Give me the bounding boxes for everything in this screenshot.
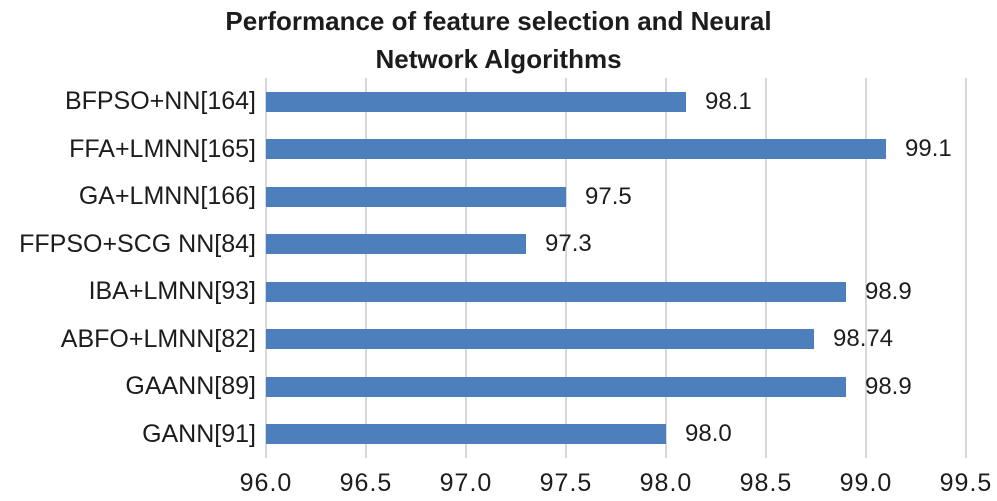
x-axis-tick-labels: 96.0 96.5 97.0 97.5 98.0 98.5 99.0 99.5 [240,469,992,499]
gridline-97.5 [565,78,567,458]
category-label-gann: GANN[91] [142,419,256,448]
y-axis-category-labels: BFPSO+NN[164] FFA+LMNN[165] GA+LMNN[166]… [0,78,256,458]
x-tick-97.5: 97.5 [539,469,593,497]
bar-rows: 98.1 99.1 97.5 97.3 98.9 98.74 [266,78,966,458]
gridline-98.5 [765,78,767,458]
chart-row: 97.3 [266,221,966,269]
chart-row: 98.74 [266,316,966,364]
bar-abfo-lmnn [266,329,814,350]
gridline-99.0 [865,78,867,458]
x-tick-98.0: 98.0 [639,469,693,497]
bar-gaann [266,376,846,397]
plot-area: 98.1 99.1 97.5 97.3 98.9 98.74 [265,78,967,458]
x-tick-99.0: 99.0 [839,469,893,497]
chart-row: 97.5 [266,173,966,221]
x-tick-98.5: 98.5 [739,469,793,497]
chart-title-line2: Network Algorithms [375,44,622,74]
category-label-ga-lmnn: GA+LMNN[166] [78,182,256,211]
bar-ffpso-scg-nn [266,234,526,255]
x-tick-96.5: 96.5 [339,469,393,497]
gridline-98.0 [665,78,667,458]
bar-value-label: 97.3 [545,230,592,258]
category-label-ffpso-scg-nn: FFPSO+SCG NN[84] [19,229,256,258]
x-tick-96.0: 96.0 [239,469,293,497]
bar-value-label: 97.5 [585,182,632,210]
chart-row: 98.0 [266,411,966,459]
bar-gann [266,424,666,445]
gridline-99.5 [965,78,967,458]
bar-value-label: 98.1 [705,87,752,115]
gridlines [265,78,967,458]
category-label-abfo-lmnn: ABFO+LMNN[82] [60,324,256,353]
bar-value-label: 98.74 [833,325,894,353]
category-label-gaann: GAANN[89] [125,372,256,401]
chart-row: 98.1 [266,78,966,126]
chart-title: Performance of feature selection and Neu… [0,2,997,78]
chart-row: 99.1 [266,126,966,174]
chart-row: 98.9 [266,363,966,411]
bar-bfpso-nn [266,91,686,112]
category-label-ffa-lmnn: FFA+LMNN[165] [69,134,256,163]
x-tick-99.5: 99.5 [939,469,993,497]
x-tick-97.0: 97.0 [439,469,493,497]
bar-iba-lmnn [266,281,846,302]
chart-title-line1: Performance of feature selection and Neu… [225,6,772,36]
bar-value-label: 98.9 [864,277,912,305]
bar-value-label: 98.9 [864,372,912,400]
bar-ga-lmnn [266,186,566,207]
bar-value-label: 98.0 [685,420,732,448]
bar-value-label: 99.1 [905,135,952,163]
gridline-97.0 [465,78,467,458]
gridline-96.5 [365,78,367,458]
gridline-96.0 [265,78,267,458]
category-label-iba-lmnn: IBA+LMNN[93] [88,277,256,306]
bar-ffa-lmnn [266,139,886,160]
category-label-bfpso-nn: BFPSO+NN[164] [64,87,256,116]
chart-row: 98.9 [266,268,966,316]
